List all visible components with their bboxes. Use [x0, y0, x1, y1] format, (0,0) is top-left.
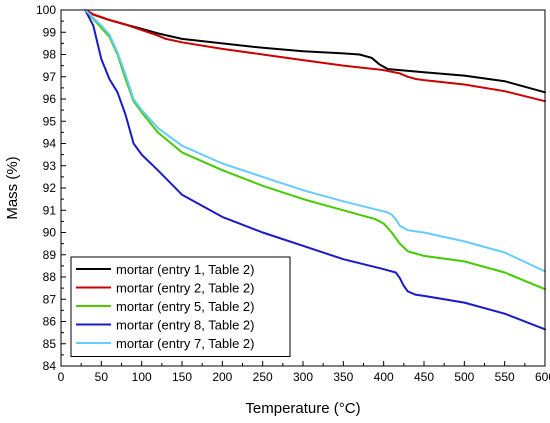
x-tick-label: 450: [414, 370, 434, 384]
y-tick-label: 98: [43, 48, 57, 62]
x-tick-label: 150: [172, 370, 192, 384]
x-tick-label: 350: [333, 370, 353, 384]
y-tick-label: 85: [43, 337, 57, 351]
legend-label: mortar (entry 5, Table 2): [116, 299, 254, 314]
y-axis-title: Mass (%): [4, 156, 21, 219]
series-line-1: [86, 10, 546, 94]
y-tick-label: 97: [43, 70, 57, 84]
series-line-5: [84, 9, 546, 273]
y-tick-label: 91: [43, 203, 57, 217]
x-tick-label: 250: [253, 370, 273, 384]
x-tick-label: 600: [535, 370, 550, 384]
y-tick-label: 95: [43, 114, 57, 128]
y-tick-label: 88: [43, 270, 57, 284]
y-tick-label: 89: [43, 248, 57, 262]
x-axis-title: Temperature (°C): [245, 400, 360, 417]
y-tick-label: 90: [43, 226, 57, 240]
x-tick-label: 500: [454, 370, 474, 384]
x-tick-label: 0: [58, 370, 65, 384]
x-tick-label: 200: [212, 370, 232, 384]
y-tick-label: 96: [43, 92, 57, 106]
legend-label: mortar (entry 1, Table 2): [116, 262, 254, 277]
y-axis-ticks: 84 85 86 87 88 89 90 91 92 93 94 95 96 97 98 99 100: [36, 3, 66, 373]
x-tick-label: 100: [132, 370, 152, 384]
legend-label: mortar (entry 8, Table 2): [116, 318, 254, 333]
y-tick-label: 92: [43, 181, 57, 195]
y-tick-label: 99: [43, 25, 57, 39]
y-tick-label: 84: [43, 359, 57, 373]
x-tick-label: 50: [95, 370, 109, 384]
y-tick-label: 94: [43, 137, 57, 151]
x-tick-label: 400: [374, 370, 394, 384]
series-line-2: [86, 10, 546, 103]
y-tick-label: 93: [43, 159, 57, 173]
plot-area-frame: [60, 9, 546, 367]
legend-label: mortar (entry 2, Table 2): [116, 281, 254, 296]
y-tick-label: 86: [43, 315, 57, 329]
y-tick-label: 87: [43, 292, 57, 306]
y-tick-label: 100: [36, 3, 56, 17]
series-line-4: [84, 9, 546, 331]
series-layer: [84, 9, 546, 331]
x-axis-ticks: 0 50 100 150 200 250 300 350 400 450 500 550 600: [58, 361, 550, 384]
legend-label: mortar (entry 7, Table 2): [116, 336, 254, 351]
legend: mortar (entry 1, Table 2) mortar (entry 2…: [70, 256, 291, 357]
x-tick-label: 300: [293, 370, 313, 384]
x-tick-label: 550: [495, 370, 515, 384]
